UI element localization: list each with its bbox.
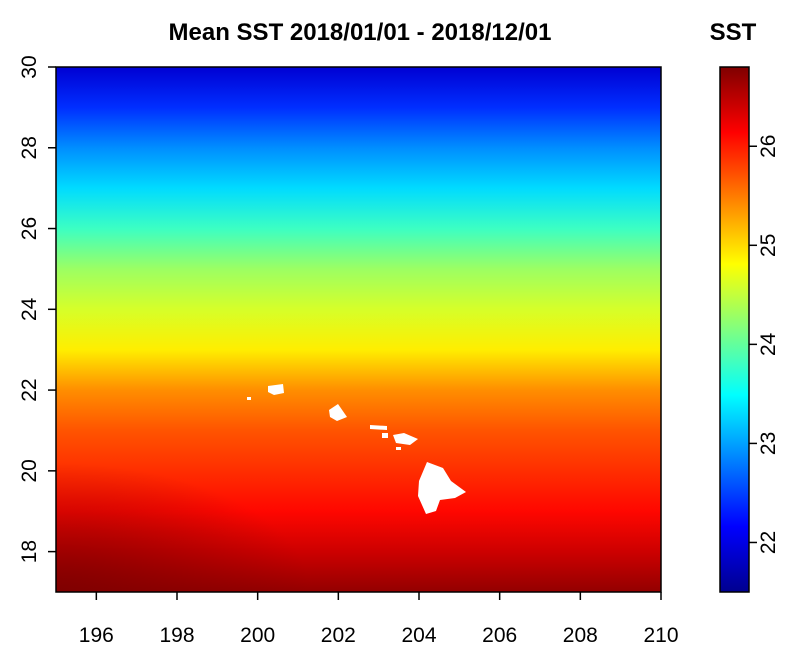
colorbar-frame (719, 66, 750, 593)
island-molokai (370, 425, 387, 430)
x-axis: 196 198 200 202 204 206 208 210 (79, 592, 679, 647)
y-tick-label: 26 (18, 217, 41, 240)
x-tick-label: 196 (79, 624, 114, 647)
y-tick-label: 30 (18, 55, 41, 78)
x-tick-label: 206 (482, 624, 517, 647)
x-tick-label: 208 (563, 624, 598, 647)
x-tick-label: 198 (159, 624, 194, 647)
y-tick-label: 28 (18, 136, 41, 159)
colorbar-tick-label: 25 (757, 234, 780, 257)
y-tick-label: 20 (18, 459, 41, 482)
y-axis: 18 20 22 24 26 28 30 (18, 55, 56, 563)
island-kahoolawe (396, 447, 401, 450)
island-lanai (382, 433, 388, 438)
plot-frame (55, 66, 662, 593)
colorbar-tick-label: 26 (757, 135, 780, 158)
x-tick-label: 210 (643, 624, 678, 647)
plot-area (55, 66, 662, 593)
island-maui (393, 433, 418, 445)
x-tick-label: 202 (321, 624, 356, 647)
x-tick-label: 204 (401, 624, 436, 647)
colorbar-tick-label: 23 (757, 432, 780, 455)
colorbar-ticks: 22 23 24 25 26 (749, 135, 780, 554)
island-hawaii (418, 462, 466, 514)
colorbar-tick-label: 22 (757, 531, 780, 554)
y-tick-label: 24 (18, 297, 41, 321)
island-kauai (268, 384, 284, 395)
island-oahu (329, 404, 347, 421)
colorbar-tick-label: 24 (757, 332, 780, 356)
colorbar-title: SST (710, 19, 757, 46)
chart-title: Mean SST 2018/01/01 - 2018/12/01 (169, 19, 552, 46)
y-tick-label: 22 (18, 378, 41, 401)
x-tick-label: 200 (240, 624, 275, 647)
island-niihau (247, 397, 251, 400)
land-islands (247, 384, 466, 514)
y-tick-label: 18 (18, 540, 41, 563)
colorbar: 22 23 24 25 26 (719, 66, 780, 593)
warm-corner-shading (56, 420, 396, 592)
colorbar-fill (720, 67, 749, 592)
